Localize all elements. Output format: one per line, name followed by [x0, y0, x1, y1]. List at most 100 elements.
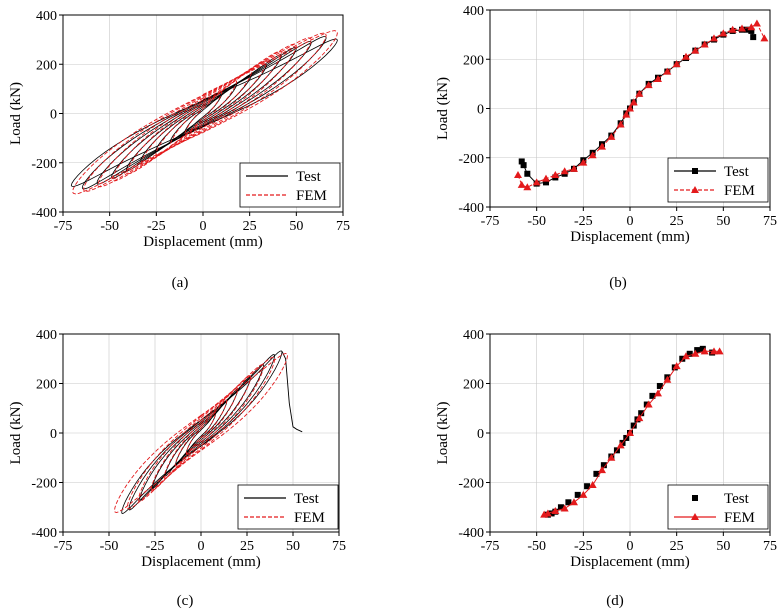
test-loop	[140, 64, 267, 162]
fem-loop	[184, 91, 223, 136]
y-tick-label: 200	[36, 378, 57, 393]
fem-point	[710, 347, 718, 355]
y-tick-label: -400	[31, 526, 57, 541]
test-point	[543, 179, 549, 186]
panel-caption: (b)	[609, 275, 627, 291]
y-tick-label: 0	[477, 427, 484, 442]
fem-point	[663, 67, 672, 75]
test-point	[656, 382, 663, 389]
fem-point	[543, 509, 552, 517]
y-axis-label: Load (kN)	[8, 82, 24, 145]
fem-loop	[174, 399, 228, 467]
x-axis-label: Displacement (mm)	[141, 554, 261, 570]
y-tick-label: -200	[458, 152, 484, 167]
fem-point	[700, 347, 709, 355]
y-tick-label: -400	[31, 206, 57, 221]
x-tick-label: 25	[670, 539, 684, 554]
test-loop	[128, 354, 276, 511]
fem-loop	[137, 364, 265, 502]
y-axis-label: Load (kN)	[8, 402, 24, 465]
test-point	[557, 504, 564, 511]
x-tick-label: 75	[763, 539, 777, 554]
legend-label-test: Test	[294, 491, 320, 507]
plot-area	[70, 30, 338, 195]
x-tick-label: -50	[527, 539, 546, 554]
panel-caption: (a)	[172, 275, 189, 291]
fem-point	[672, 60, 681, 68]
chart-d: -75 -50 -25 0 25 50 75 -400 -200 0 200 400 Displacem…	[435, 328, 777, 609]
y-tick-label: 0	[50, 427, 57, 442]
x-tick-label: 0	[198, 539, 205, 554]
fem-point	[672, 362, 681, 370]
chart-b: -75 -50 -25 0 25 50 75 -400 -200 0 200 400 Displacem…	[435, 4, 777, 291]
fem-point	[663, 375, 672, 383]
x-tick-label: 25	[240, 539, 254, 554]
y-tick-label: 200	[463, 378, 484, 393]
y-tick-label: 400	[36, 9, 57, 24]
x-tick-label: -75	[481, 539, 500, 554]
fem-point	[710, 34, 718, 42]
legend: Test FEM	[237, 484, 339, 530]
fem-point	[719, 29, 728, 37]
x-tick-label: -50	[100, 219, 119, 234]
x-tick-label: 0	[627, 214, 634, 229]
y-tick-label: -200	[31, 157, 57, 172]
x-tick-label: 50	[286, 539, 300, 554]
fem-point	[747, 23, 756, 31]
fem-point	[654, 389, 662, 397]
x-tick-label: -75	[54, 219, 73, 234]
test-point	[748, 27, 755, 34]
fem-point	[622, 110, 631, 118]
x-tick-label: 75	[763, 214, 777, 229]
test-point	[679, 355, 686, 362]
test-point	[593, 470, 600, 477]
fem-point	[607, 453, 616, 461]
x-tick-label: -25	[147, 219, 166, 234]
x-axis-label: Displacement (mm)	[570, 554, 690, 570]
legend-marker	[691, 186, 699, 193]
fem-loop	[72, 30, 338, 195]
test-point	[548, 510, 555, 517]
y-tick-label: 200	[463, 53, 484, 68]
test-point	[524, 170, 531, 177]
x-axis-label: Displacement (mm)	[143, 234, 263, 250]
test-loop	[70, 38, 338, 187]
x-tick-label: -25	[574, 539, 593, 554]
test-loop	[81, 36, 327, 190]
fem-point	[588, 151, 597, 159]
fem-loop	[112, 43, 297, 182]
legend-label-fem: FEM	[296, 188, 327, 204]
fem-loop	[126, 50, 282, 175]
fem-loop	[150, 375, 252, 491]
test-loop	[111, 47, 297, 179]
test-point	[565, 499, 572, 506]
fem-loop	[140, 60, 267, 165]
test-point	[520, 162, 527, 169]
y-tick-label: 400	[36, 328, 57, 343]
test-point	[600, 462, 607, 469]
x-tick-label: -25	[574, 214, 593, 229]
legend-marker	[692, 495, 698, 501]
fem-point	[691, 46, 700, 54]
fem-loop	[97, 37, 312, 188]
fem-point	[570, 498, 578, 506]
fem-point	[542, 174, 550, 182]
chart-a: -75 -50 -25 0 25 50 75 -400 -200 0 200 400 Displacem…	[8, 9, 350, 291]
plot-area	[114, 350, 303, 514]
panel-caption: (d)	[606, 593, 624, 609]
legend-label-test: Test	[724, 491, 750, 507]
legend-box	[667, 484, 769, 530]
x-tick-label: 0	[627, 539, 634, 554]
fem-point	[616, 441, 625, 449]
x-tick-label: 75	[332, 539, 346, 554]
fem-point	[607, 132, 616, 140]
x-tick-label: -25	[146, 539, 165, 554]
x-tick-label: -50	[527, 214, 546, 229]
fem-point	[644, 400, 653, 408]
legend-box	[667, 157, 769, 203]
fem-point	[579, 490, 588, 498]
panel-caption: (c)	[177, 593, 194, 609]
fem-point	[644, 81, 653, 89]
test-point	[699, 345, 706, 352]
fem-point	[635, 414, 644, 422]
